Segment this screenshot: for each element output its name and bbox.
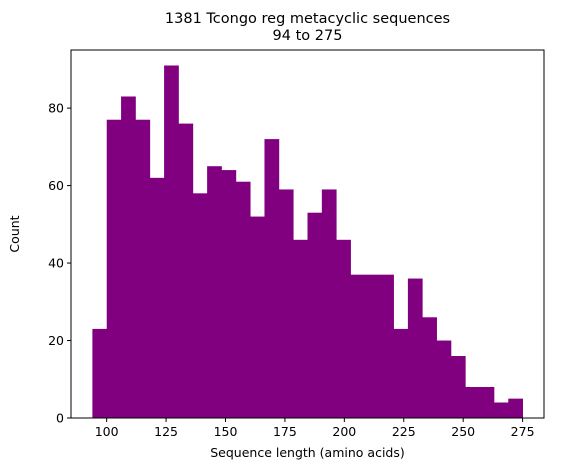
x-axis-label: Sequence length (amino acids) <box>210 445 405 460</box>
histogram-bar <box>407 278 423 418</box>
y-axis-label: Count <box>7 215 22 252</box>
y-tick-label: 80 <box>48 101 64 116</box>
histogram-bar <box>450 356 466 418</box>
histogram-bar <box>221 170 237 418</box>
histogram-bar <box>364 274 380 418</box>
x-tick-label: 175 <box>273 424 297 439</box>
x-tick-label: 225 <box>392 424 416 439</box>
histogram-bar <box>321 189 337 418</box>
histogram-bar <box>293 239 308 418</box>
y-tick-label: 40 <box>48 256 64 271</box>
histogram-bar <box>278 189 294 418</box>
plot-frame <box>70 49 545 419</box>
x-tick-label: 200 <box>332 424 356 439</box>
histogram-bar <box>207 166 222 418</box>
histogram-bar <box>393 328 409 418</box>
histogram-bar <box>178 123 194 418</box>
histogram-bar <box>379 274 394 418</box>
histogram-bar <box>436 340 452 418</box>
histogram-bar <box>493 402 509 418</box>
chart-subtitle: 94 to 275 <box>273 28 343 44</box>
x-tick-label: 100 <box>95 424 119 439</box>
histogram-bar <box>336 239 351 418</box>
histogram-bar <box>149 177 165 418</box>
histogram-bar <box>192 193 208 418</box>
histogram-bar <box>264 139 280 419</box>
histogram-bar <box>106 119 122 418</box>
histogram-bar <box>465 387 480 418</box>
x-tick-label: 125 <box>154 424 178 439</box>
x-axis-ticks: 100 125 150 175 200 225 250 275 <box>95 418 535 439</box>
histogram-bar <box>121 96 136 419</box>
bars-group <box>92 65 524 419</box>
histogram-bar <box>307 212 323 418</box>
x-tick-label: 150 <box>214 424 238 439</box>
histogram-bar <box>508 398 524 418</box>
histogram-bar <box>92 328 108 418</box>
chart-title: 1381 Tcongo reg metacyclic sequences <box>165 11 450 27</box>
histogram-bar <box>479 387 495 418</box>
x-tick-label: 275 <box>511 424 535 439</box>
x-tick-label: 250 <box>451 424 475 439</box>
histogram-bar <box>164 65 179 418</box>
histogram-bar <box>235 181 251 418</box>
y-tick-label: 20 <box>48 333 64 348</box>
y-axis-ticks: 0 20 40 60 80 <box>48 101 71 426</box>
histogram-bar <box>135 119 151 418</box>
histogram-bar <box>350 274 366 418</box>
y-tick-label: 60 <box>48 178 64 193</box>
y-tick-label: 0 <box>56 411 64 426</box>
histogram-bar <box>422 317 437 418</box>
histogram-bar <box>250 216 265 418</box>
